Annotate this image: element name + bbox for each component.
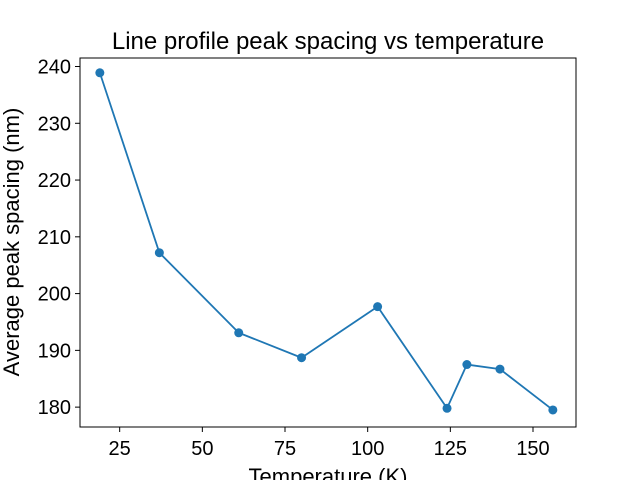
x-axis-label: Temperature (K) [249, 464, 408, 480]
y-axis: 180 190 200 210 220 230 240 [38, 57, 80, 419]
y-tick-label: 230 [38, 113, 71, 135]
data-point [95, 68, 105, 78]
y-tick-label: 200 [38, 284, 71, 306]
plot-frame [79, 57, 577, 428]
y-tick-label: 220 [38, 170, 71, 192]
y-tick-label: 180 [38, 397, 71, 419]
data-point [462, 360, 472, 370]
data-point [234, 328, 244, 338]
x-tick-label: 25 [109, 438, 131, 460]
series-line [98, 72, 554, 411]
x-tick-label: 125 [434, 438, 467, 460]
x-tick-label: 75 [274, 438, 296, 460]
y-tick-label: 240 [38, 57, 71, 79]
x-tick-label: 150 [516, 438, 549, 460]
y-tick-label: 210 [38, 227, 71, 249]
y-tick-label: 190 [38, 340, 71, 362]
x-axis: 25 50 75 100 125 150 [109, 427, 550, 460]
chart-title: Line profile peak spacing vs temperature [112, 28, 544, 55]
data-point [154, 248, 164, 258]
plot-area [95, 68, 558, 415]
data-point [442, 403, 452, 413]
data-point [297, 353, 307, 363]
y-axis-label: Average peak spacing (nm) [0, 108, 24, 377]
x-tick-label: 100 [351, 438, 384, 460]
x-tick-label: 50 [191, 438, 213, 460]
data-point [495, 364, 505, 374]
data-point [373, 302, 383, 312]
data-point [548, 405, 558, 415]
